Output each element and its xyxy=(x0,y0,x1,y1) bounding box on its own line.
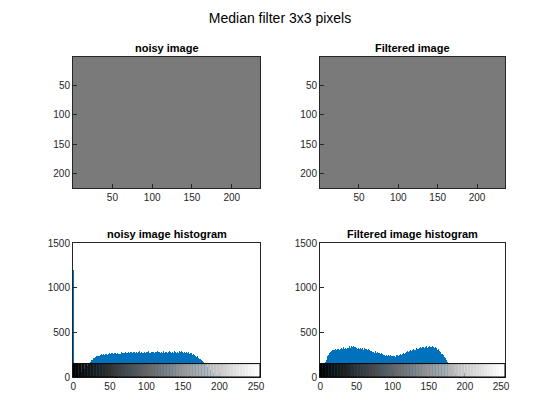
svg-text:100: 100 xyxy=(384,381,401,392)
svg-text:150: 150 xyxy=(53,139,70,150)
svg-text:100: 100 xyxy=(390,192,407,203)
svg-text:200: 200 xyxy=(53,168,70,179)
svg-text:200: 200 xyxy=(211,381,228,392)
svg-text:50: 50 xyxy=(59,80,71,91)
svg-text:250: 250 xyxy=(248,381,265,392)
svg-text:1000: 1000 xyxy=(48,282,71,293)
svg-text:noisy image: noisy image xyxy=(135,42,199,54)
svg-text:50: 50 xyxy=(306,80,318,91)
svg-text:150: 150 xyxy=(300,139,317,150)
svg-text:100: 100 xyxy=(300,109,317,120)
svg-text:150: 150 xyxy=(184,192,201,203)
svg-text:200: 200 xyxy=(300,168,317,179)
svg-text:1500: 1500 xyxy=(295,238,318,249)
svg-text:0: 0 xyxy=(311,372,317,383)
svg-text:150: 150 xyxy=(429,192,446,203)
svg-text:1000: 1000 xyxy=(295,282,318,293)
svg-text:500: 500 xyxy=(53,327,70,338)
svg-text:Median filter 3x3 pixels: Median filter 3x3 pixels xyxy=(209,10,351,26)
svg-text:Filtered image histogram: Filtered image histogram xyxy=(347,228,478,240)
svg-text:200: 200 xyxy=(469,192,486,203)
svg-text:150: 150 xyxy=(420,381,437,392)
svg-text:500: 500 xyxy=(300,327,317,338)
svg-text:50: 50 xyxy=(107,192,119,203)
svg-text:50: 50 xyxy=(353,192,365,203)
svg-text:1500: 1500 xyxy=(48,238,71,249)
svg-text:100: 100 xyxy=(138,381,155,392)
svg-text:100: 100 xyxy=(144,192,161,203)
svg-text:250: 250 xyxy=(493,381,510,392)
svg-text:200: 200 xyxy=(457,381,474,392)
svg-text:150: 150 xyxy=(175,381,192,392)
svg-text:0: 0 xyxy=(64,372,70,383)
svg-text:50: 50 xyxy=(104,381,116,392)
svg-text:50: 50 xyxy=(351,381,363,392)
svg-text:Filtered image: Filtered image xyxy=(375,42,450,54)
svg-text:noisy image histogram: noisy image histogram xyxy=(107,228,227,240)
svg-text:0: 0 xyxy=(71,381,77,392)
svg-text:100: 100 xyxy=(53,109,70,120)
svg-text:0: 0 xyxy=(318,381,324,392)
svg-text:200: 200 xyxy=(223,192,240,203)
